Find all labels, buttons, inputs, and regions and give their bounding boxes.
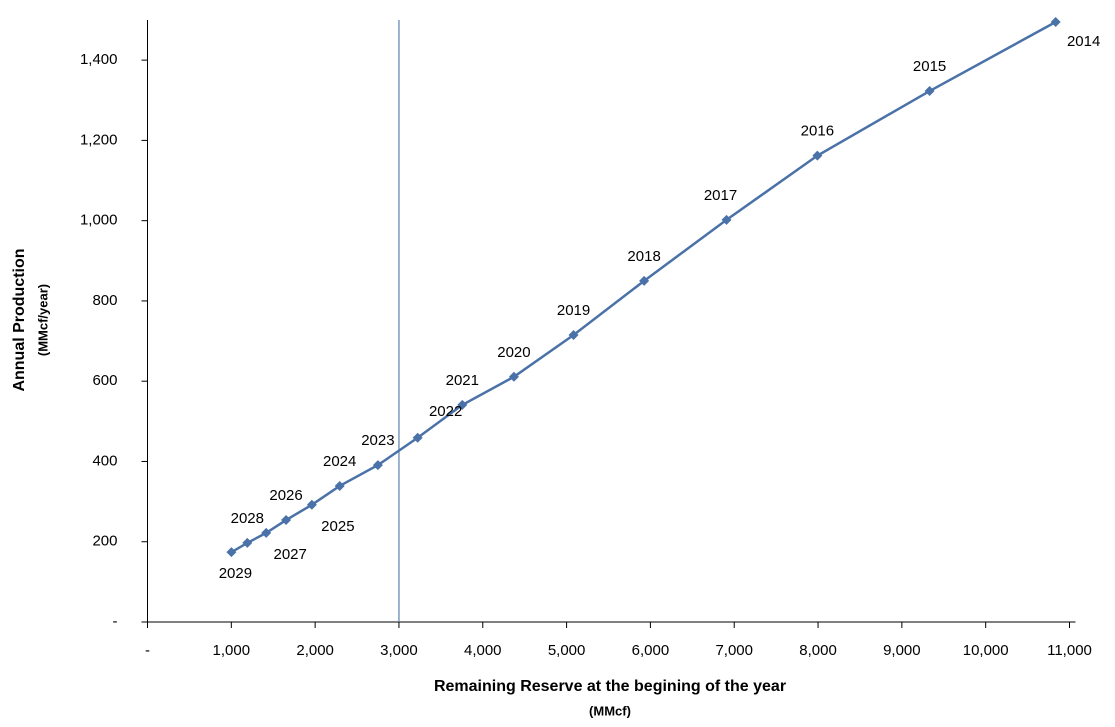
y-tick-label: -	[113, 613, 118, 630]
point-label: 2029	[219, 565, 252, 582]
y-axis-title: Annual Production	[11, 248, 28, 391]
point	[568, 330, 579, 341]
point-label: 2025	[321, 518, 354, 535]
point-label: 2023	[361, 432, 394, 449]
point-label: 2026	[269, 487, 302, 504]
y-axis-unit: (MMcf/year)	[35, 284, 50, 356]
point	[508, 371, 519, 382]
point-label: 2014	[1067, 33, 1100, 50]
y-tick-label: 1,000	[80, 212, 118, 229]
point-label: 2019	[557, 302, 590, 319]
point-label: 2021	[446, 372, 479, 389]
x-axis-title: Remaining Reserve at the begining of the…	[434, 678, 786, 695]
point-label: 2020	[497, 344, 530, 361]
point-label: 2016	[801, 123, 834, 140]
y-tick-label: 600	[92, 372, 117, 389]
x-tick-label: 6,000	[632, 642, 670, 659]
x-tick-label: 10,000	[963, 642, 1009, 659]
point	[1050, 17, 1061, 28]
point	[306, 499, 317, 510]
point	[721, 214, 732, 225]
point	[372, 460, 383, 471]
point	[412, 432, 423, 443]
y-tick-label: 400	[92, 452, 117, 469]
y-tick-label: 1,200	[80, 131, 118, 148]
point	[812, 150, 823, 161]
point-label: 2017	[704, 187, 737, 204]
point	[334, 480, 345, 491]
series-line	[230, 20, 1057, 554]
point	[261, 527, 272, 538]
x-tick-label: 2,000	[296, 642, 334, 659]
point-label: 2028	[231, 510, 264, 527]
point-label: 2022	[429, 403, 462, 420]
x-tick-label: 11,000	[1047, 642, 1092, 659]
x-tick-label: -	[145, 642, 150, 659]
point	[457, 399, 468, 410]
y-tick-label: 800	[92, 292, 117, 309]
x-tick-label: 1,000	[213, 642, 251, 659]
point	[281, 515, 292, 526]
point	[924, 86, 935, 97]
point	[226, 547, 237, 558]
point	[242, 537, 253, 548]
point-label: 2024	[323, 453, 356, 470]
x-tick-label: 4,000	[464, 642, 502, 659]
x-tick-label: 3,000	[380, 642, 418, 659]
y-tick-label: 200	[92, 533, 117, 550]
point-label: 2027	[273, 546, 306, 563]
x-tick-label: 9,000	[883, 642, 921, 659]
point-label: 2018	[627, 248, 660, 265]
x-tick-label: 5,000	[548, 642, 586, 659]
y-tick-label: 1,400	[80, 51, 118, 68]
point	[639, 275, 650, 286]
x-tick-label: 8,000	[799, 642, 837, 659]
x-axis-unit: (MMcf)	[589, 703, 631, 718]
x-tick-label: 7,000	[715, 642, 753, 659]
point-label: 2015	[913, 58, 946, 75]
